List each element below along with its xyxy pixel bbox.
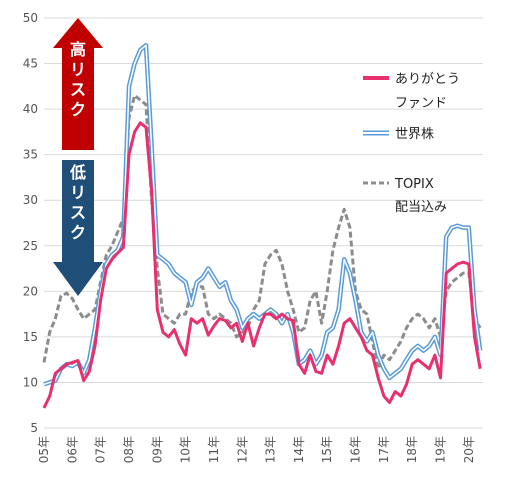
y-axis-ticks: 5 10 15 20 25 30 35 40 45 50 xyxy=(23,11,38,435)
y-tick-label: 15 xyxy=(23,330,38,344)
x-tick-label: 19年 xyxy=(434,436,448,463)
y-tick-label: 40 xyxy=(23,102,38,116)
y-tick-label: 5 xyxy=(30,421,38,435)
legend-label-arigatou-1: ありがとう xyxy=(395,72,460,87)
y-tick-label: 45 xyxy=(23,57,38,71)
y-tick-label: 30 xyxy=(23,193,38,207)
x-tick-label: 15年 xyxy=(320,436,334,463)
gridlines xyxy=(44,17,483,429)
series-line-world-inner xyxy=(43,44,481,386)
x-tick-label: 08年 xyxy=(122,436,136,463)
legend-label-topix-2: 配当込み xyxy=(395,200,447,215)
x-tick-label: 18年 xyxy=(405,436,419,463)
up-arrow-icon xyxy=(53,18,103,150)
y-tick-label: 25 xyxy=(23,239,38,253)
y-tick-label: 10 xyxy=(23,375,38,389)
x-axis-ticks: 05年 06年 07年 08年 09年 10年 11年 12年 13年 14年 15年 16年 17年 1… xyxy=(37,436,476,463)
low-risk-arrow: 低リスク xyxy=(53,160,103,296)
series-lines xyxy=(42,43,483,409)
x-tick-label: 17年 xyxy=(377,436,391,463)
y-tick-label: 50 xyxy=(23,11,38,25)
x-tick-label: 14年 xyxy=(292,436,306,463)
series-line-arigatou xyxy=(42,121,482,409)
y-tick-label: 20 xyxy=(23,284,38,298)
x-tick-label: 16年 xyxy=(349,436,363,463)
x-tick-label: 12年 xyxy=(235,436,249,463)
x-tick-label: 07年 xyxy=(94,436,108,463)
legend-label-arigatou-2: ファンド xyxy=(395,96,447,111)
legend-label-world: 世界株 xyxy=(395,127,434,142)
series-line-topix xyxy=(42,93,482,371)
high-risk-arrow: 高リスク xyxy=(53,18,103,150)
high-risk-label: 高リスク xyxy=(70,40,86,119)
x-tick-label: 20年 xyxy=(462,436,476,463)
x-tick-label: 10年 xyxy=(179,436,193,463)
x-tick-label: 11年 xyxy=(207,436,221,463)
x-tick-label: 09年 xyxy=(150,436,164,463)
y-tick-label: 35 xyxy=(23,148,38,162)
x-tick-label: 13年 xyxy=(264,436,278,463)
legend-label-topix-1: TOPIX xyxy=(394,177,434,192)
x-tick-label: 06年 xyxy=(65,436,79,463)
legend: ありがとう ファンド 世界株 TOPIX 配当込み xyxy=(363,72,460,215)
x-tick-label: 05年 xyxy=(37,436,51,463)
low-risk-label: 低リスク xyxy=(69,163,86,242)
down-arrow-icon xyxy=(53,160,103,296)
